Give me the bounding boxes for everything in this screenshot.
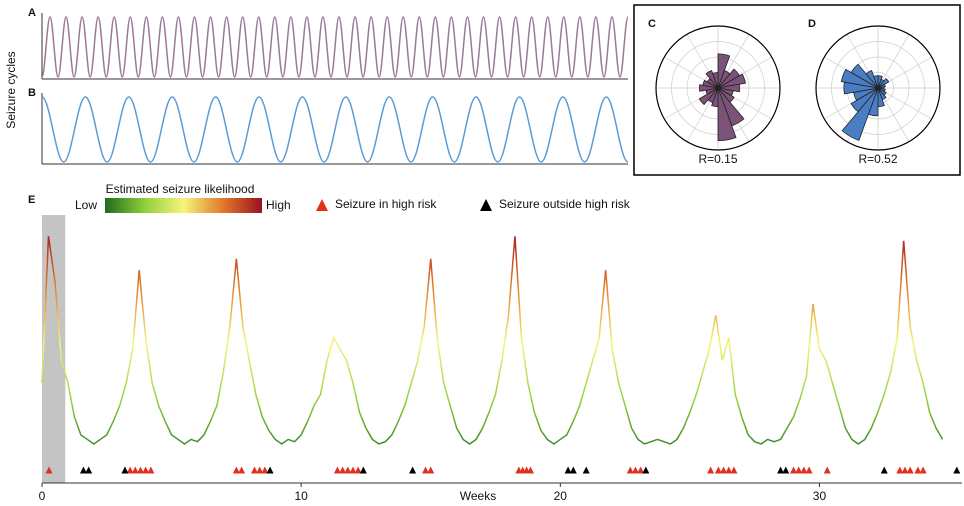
x-tick-label: 10 [294, 489, 308, 503]
seizure-marker [896, 466, 904, 474]
seizure-marker [714, 466, 722, 474]
seizure-marker [79, 466, 87, 474]
seizure-marker [720, 466, 728, 474]
annotation: R=0.52 [858, 152, 897, 166]
likelihood-line [41, 236, 944, 445]
rose-petal [705, 70, 719, 89]
seizure-marker [919, 466, 927, 474]
colorbar [105, 198, 262, 213]
seizure-marker [790, 466, 798, 474]
seizure-marker [333, 466, 341, 474]
rose-petal [717, 83, 741, 93]
legend-marker [316, 199, 328, 211]
rose-petal [698, 87, 719, 106]
seizure-marker [582, 466, 590, 474]
panel-label: D [808, 18, 816, 30]
seizure-marker [901, 466, 909, 474]
seizure-marker [121, 466, 129, 474]
rose-petal [850, 63, 879, 89]
colorbar-title: Estimated seizure likelihood [106, 182, 255, 196]
seizure-marker [45, 466, 53, 474]
seizure-marker [642, 466, 650, 474]
rose-petal [873, 75, 879, 89]
seizure-marker [85, 466, 93, 474]
seizure-marker [354, 466, 362, 474]
seizure-marker [131, 466, 139, 474]
seizure-marker [782, 466, 790, 474]
panel-label: C [648, 18, 656, 30]
seizure-marker [880, 466, 888, 474]
seizure-marker [136, 466, 144, 474]
rose-petal [717, 73, 746, 89]
colorbar-low: Low [75, 198, 97, 212]
seizure-marker [349, 466, 357, 474]
colorbar-high: High [266, 198, 291, 212]
seizure-marker [823, 466, 831, 474]
panel-label: A [28, 7, 36, 19]
inset-frame [633, 4, 961, 176]
x-axis-label: Weeks [460, 489, 496, 503]
seizure-marker [914, 466, 922, 474]
seizure-marker [232, 466, 240, 474]
rose-petal [717, 87, 737, 142]
legend-marker [480, 199, 492, 211]
panel-label: E [28, 194, 35, 206]
annotation: R=0.15 [698, 152, 737, 166]
rose-petal [699, 84, 719, 92]
x-tick-label: 20 [554, 489, 568, 503]
seizure-marker [126, 466, 134, 474]
seizure-marker [805, 466, 813, 474]
rose-petal [840, 68, 879, 89]
panel-label: B [28, 87, 36, 99]
seizure-marker [725, 466, 733, 474]
x-tick-label: 0 [39, 489, 46, 503]
seizure-marker [427, 466, 435, 474]
seizure-marker [256, 466, 264, 474]
rose-petal [877, 77, 890, 89]
seizure-marker [569, 466, 577, 474]
cycle-line [41, 16, 629, 78]
seizure-marker [730, 466, 738, 474]
rose-petal [850, 87, 879, 113]
grid-ring [815, 25, 941, 151]
seizure-marker [637, 466, 645, 474]
grid-ring [831, 41, 925, 135]
seizure-marker [707, 466, 715, 474]
seizure-marker [147, 466, 155, 474]
seizure-marker [339, 466, 347, 474]
rose-petal [841, 87, 879, 141]
seizure-marker [953, 466, 961, 474]
legend-label: Seizure outside high risk [499, 197, 631, 211]
seizure-marker [626, 466, 634, 474]
seizure-marker [906, 466, 914, 474]
grid-ring [655, 25, 781, 151]
seizure-marker [422, 466, 430, 474]
seizure-marker [266, 466, 274, 474]
cycle-line [41, 96, 629, 163]
y-axis-label: Seizure cycles [4, 51, 18, 128]
seizure-marker [800, 466, 808, 474]
seizure-marker [409, 466, 417, 474]
seizure-marker [777, 466, 785, 474]
seizure-marker [631, 466, 639, 474]
legend-label: Seizure in high risk [335, 197, 437, 211]
seizure-marker [359, 466, 367, 474]
seizure-marker [142, 466, 150, 474]
x-tick-label: 30 [813, 489, 827, 503]
seizure-marker [238, 466, 246, 474]
seizure-marker [344, 466, 352, 474]
highlight-region [42, 215, 66, 483]
seizure-marker [564, 466, 572, 474]
seizure-marker [261, 466, 269, 474]
seizure-marker [527, 466, 535, 474]
rose-petal [712, 72, 719, 89]
seizure-marker [251, 466, 259, 474]
seizure-marker [795, 466, 803, 474]
rose-petal [865, 70, 879, 89]
rose-petal [877, 83, 886, 89]
